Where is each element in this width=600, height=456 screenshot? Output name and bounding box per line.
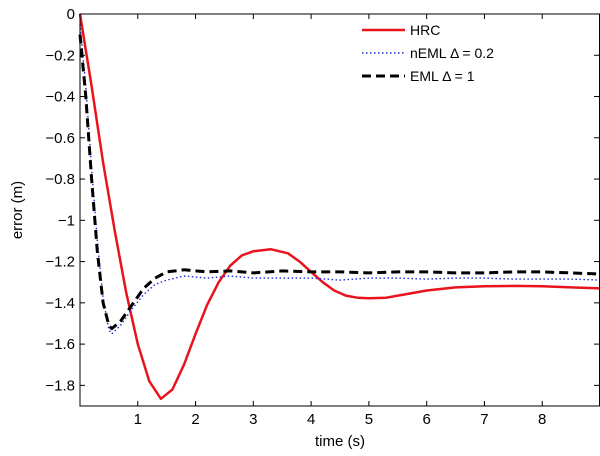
- legend: HRC nEML Δ = 0.2 EML Δ = 1: [362, 22, 494, 84]
- y-axis-label: error (m): [9, 181, 26, 239]
- x-tick-label: 1: [134, 411, 142, 428]
- x-tick-label: 2: [191, 411, 199, 428]
- y-tick-label: −1.8: [45, 377, 75, 394]
- series-line-0: [78, 13, 600, 401]
- series-line-1: [79, 24, 600, 335]
- axis-ticks: 1 2 3 4 5 6 7 8 0 −0.2 −0.4 −0.6 −0.8 −1 −1.2 −1.4 −1.6 −…: [45, 6, 599, 428]
- x-axis-label: time (s): [315, 433, 365, 450]
- plot-frame: [79, 13, 600, 407]
- legend-label-2: EML Δ = 1: [410, 68, 475, 84]
- series-line-2: [78, 34, 600, 331]
- y-tick-label: −1.4: [45, 295, 75, 312]
- y-tick-label: −1.6: [45, 336, 75, 353]
- plot-area: [78, 13, 600, 401]
- legend-label-1: nEML Δ = 0.2: [410, 45, 494, 61]
- x-tick-label: 7: [480, 411, 488, 428]
- y-tick-label: −1.2: [45, 254, 75, 271]
- x-tick-label: 6: [422, 411, 430, 428]
- x-tick-label: 4: [307, 411, 315, 428]
- x-tick-label: 8: [538, 411, 546, 428]
- y-tick-label: −0.8: [45, 171, 75, 188]
- x-tick-label: 3: [249, 411, 257, 428]
- y-tick-label: −1: [58, 212, 75, 229]
- x-tick-label: 5: [365, 411, 373, 428]
- y-tick-label: −0.4: [45, 89, 75, 106]
- y-tick-label: −0.2: [45, 47, 75, 64]
- y-tick-label: 0: [67, 6, 75, 23]
- y-tick-label: −0.6: [45, 130, 75, 147]
- legend-label-0: HRC: [410, 22, 440, 38]
